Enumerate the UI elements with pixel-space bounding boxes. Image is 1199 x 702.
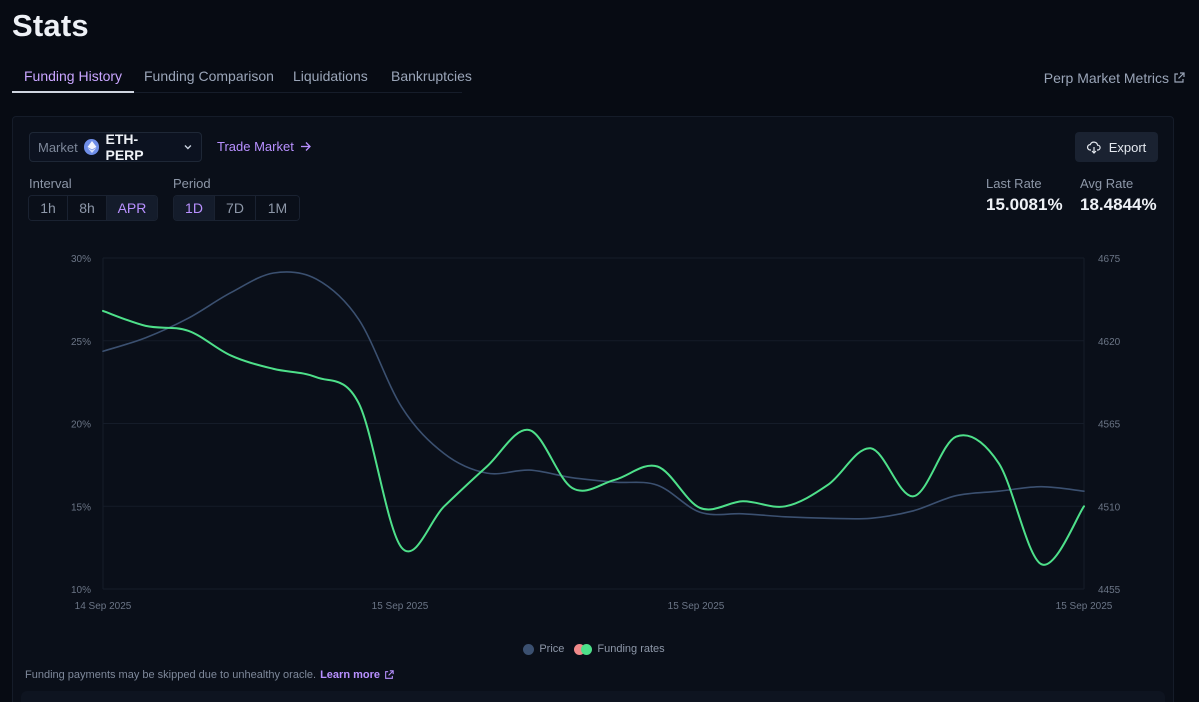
funding-history-panel: Market ETH-PERP Trade Market Export Inte… [12, 116, 1174, 702]
legend-label-funding: Funding rates [597, 643, 665, 655]
market-label: Market [38, 139, 78, 155]
funding-history-chart: 30% 4675 25% 4620 20% 4565 15% 4510 10% 4455 14 Se… [71, 254, 1121, 612]
market-selector[interactable]: Market ETH-PERP [29, 131, 202, 163]
right-axis-tick-label: 4455 [1098, 585, 1121, 596]
last-rate-value: 15.0081% [986, 195, 1063, 214]
period-label: Period [173, 176, 211, 191]
avg-rate-label: Avg Rate [1080, 176, 1134, 191]
cloud-download-icon [1086, 141, 1101, 154]
legend-item-price[interactable]: Price [523, 643, 564, 655]
x-axis-tick-label: 15 Sep 2025 [1056, 601, 1113, 612]
next-section-edge [21, 691, 1165, 702]
left-axis-tick-label: 15% [71, 502, 91, 513]
x-axis-tick-label: 14 Sep 2025 [75, 601, 132, 612]
tab-liquidations[interactable]: Liquidations [293, 68, 368, 84]
ethereum-icon [83, 139, 100, 155]
chevron-down-icon [184, 145, 192, 150]
tab-funding-comparison[interactable]: Funding Comparison [144, 68, 274, 84]
tab-bankruptcies[interactable]: Bankruptcies [391, 68, 472, 84]
legend-dot-funding-positive [581, 643, 593, 655]
right-axis-tick-label: 4620 [1098, 337, 1121, 348]
export-button[interactable]: Export [1075, 132, 1158, 162]
external-link-icon [385, 670, 394, 679]
interval-label: Interval [29, 176, 72, 191]
interval-option-apr[interactable]: APR [107, 196, 157, 220]
left-axis-tick-label: 10% [71, 585, 91, 596]
series-line-price [102, 271, 1085, 520]
left-axis-tick-label: 30% [71, 254, 91, 265]
last-rate-label: Last Rate [986, 176, 1042, 191]
right-axis-tick-label: 4675 [1098, 254, 1121, 265]
left-axis-tick-label: 20% [71, 420, 91, 431]
avg-rate-value: 18.4844% [1080, 195, 1157, 214]
learn-more-link[interactable]: Learn more [320, 669, 380, 681]
footnote-text: Funding payments may be skipped due to u… [25, 669, 317, 681]
interval-selector: 1h 8h APR [28, 195, 158, 221]
tabs-divider [12, 92, 462, 93]
legend-dot-funding-negative [574, 643, 586, 655]
legend-item-funding[interactable]: Funding rates [574, 643, 665, 655]
chart-legend: Price Funding rates [13, 643, 1175, 655]
arrow-right-icon [300, 142, 311, 151]
interval-option-8h[interactable]: 8h [68, 196, 107, 220]
period-selector: 1D 7D 1M [173, 195, 300, 221]
perp-market-metrics-link[interactable]: Perp Market Metrics [1044, 70, 1185, 86]
legend-label-price: Price [539, 643, 565, 655]
x-axis-tick-label: 15 Sep 2025 [668, 601, 725, 612]
page-title: Stats [12, 8, 89, 43]
trade-market-link[interactable]: Trade Market [217, 139, 311, 154]
series-line-funding-rates [102, 309, 1085, 566]
external-link-icon [1174, 72, 1185, 83]
tab-funding-history[interactable]: Funding History [12, 68, 135, 93]
period-option-1d[interactable]: 1D [174, 196, 215, 220]
interval-option-1h[interactable]: 1h [29, 196, 68, 220]
right-axis-tick-label: 4510 [1098, 502, 1121, 513]
perp-market-metrics-label: Perp Market Metrics [1043, 70, 1169, 86]
trade-market-label: Trade Market [217, 139, 294, 154]
stats-tabs: Funding History Funding Comparison Liqui… [12, 68, 1187, 94]
left-axis-tick-label: 25% [71, 337, 91, 348]
right-axis-tick-label: 4565 [1098, 420, 1121, 431]
legend-dot-funding [574, 643, 593, 655]
export-label: Export [1108, 139, 1147, 155]
x-axis-tick-label: 15 Sep 2025 [372, 601, 429, 612]
market-value: ETH-PERP [105, 131, 144, 163]
oracle-footnote: Funding payments may be skipped due to u… [25, 669, 394, 681]
period-option-7d[interactable]: 7D [215, 196, 256, 220]
legend-dot-price [523, 643, 535, 655]
period-option-1m[interactable]: 1M [256, 196, 299, 220]
